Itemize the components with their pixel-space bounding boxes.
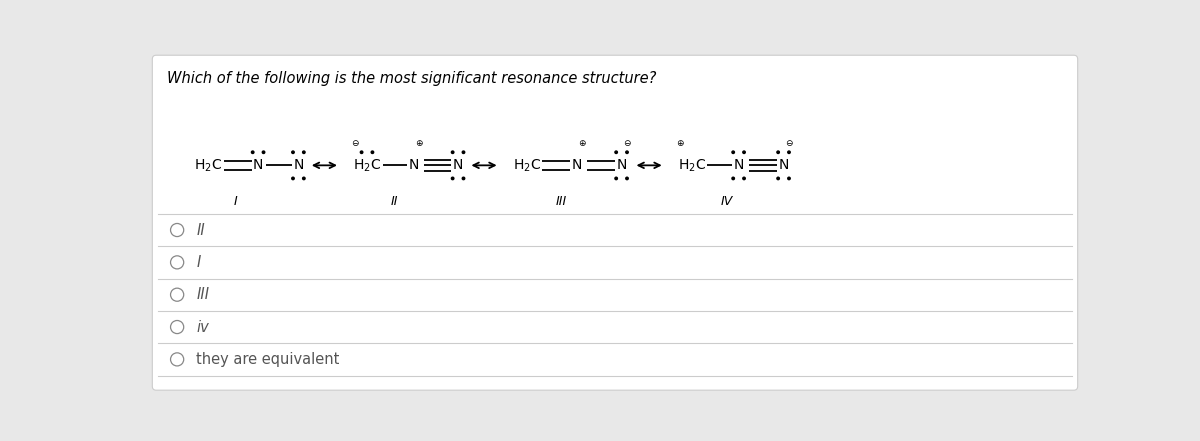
FancyBboxPatch shape (152, 55, 1078, 390)
Text: H$_2$C: H$_2$C (678, 157, 706, 174)
Text: ⊖: ⊖ (623, 139, 630, 148)
Text: II: II (197, 223, 205, 238)
Text: H$_2$C: H$_2$C (194, 157, 222, 174)
Circle shape (252, 151, 254, 153)
Circle shape (732, 177, 734, 179)
Text: II: II (390, 194, 398, 208)
Circle shape (371, 151, 373, 153)
Circle shape (614, 151, 618, 153)
Circle shape (776, 151, 779, 153)
Text: H$_2$C: H$_2$C (512, 157, 541, 174)
Circle shape (170, 224, 184, 236)
Circle shape (787, 177, 791, 179)
Circle shape (302, 151, 305, 153)
Text: N: N (779, 158, 788, 172)
Text: H$_2$C: H$_2$C (353, 157, 380, 174)
Circle shape (462, 177, 464, 179)
Text: ⊖: ⊖ (785, 139, 792, 148)
Text: N: N (293, 158, 304, 172)
Text: ⊕: ⊕ (415, 139, 422, 148)
Text: ⊖: ⊖ (352, 139, 359, 148)
Circle shape (743, 151, 745, 153)
Circle shape (451, 151, 454, 153)
Circle shape (263, 151, 265, 153)
Text: iv: iv (197, 320, 209, 335)
Text: III: III (197, 287, 210, 302)
Circle shape (462, 151, 464, 153)
Circle shape (743, 177, 745, 179)
Circle shape (614, 177, 618, 179)
Text: N: N (571, 158, 582, 172)
Circle shape (292, 151, 294, 153)
Text: N: N (454, 158, 463, 172)
Circle shape (292, 177, 294, 179)
Text: ⊕: ⊕ (677, 139, 684, 148)
Circle shape (776, 177, 779, 179)
Text: N: N (617, 158, 626, 172)
Text: they are equivalent: they are equivalent (197, 352, 340, 367)
Circle shape (625, 177, 629, 179)
Text: I: I (197, 255, 200, 270)
Circle shape (302, 177, 305, 179)
Circle shape (787, 151, 791, 153)
Circle shape (451, 177, 454, 179)
Text: III: III (556, 194, 568, 208)
Text: N: N (409, 158, 419, 172)
Text: IV: IV (720, 194, 733, 208)
Circle shape (170, 353, 184, 366)
Circle shape (625, 151, 629, 153)
Text: I: I (233, 194, 238, 208)
Circle shape (360, 151, 362, 153)
Text: ⊕: ⊕ (578, 139, 586, 148)
Text: N: N (253, 158, 264, 172)
Circle shape (170, 288, 184, 301)
Circle shape (170, 321, 184, 333)
Circle shape (732, 151, 734, 153)
Circle shape (170, 256, 184, 269)
Text: Which of the following is the most significant resonance structure?: Which of the following is the most signi… (167, 71, 656, 86)
Text: N: N (733, 158, 744, 172)
